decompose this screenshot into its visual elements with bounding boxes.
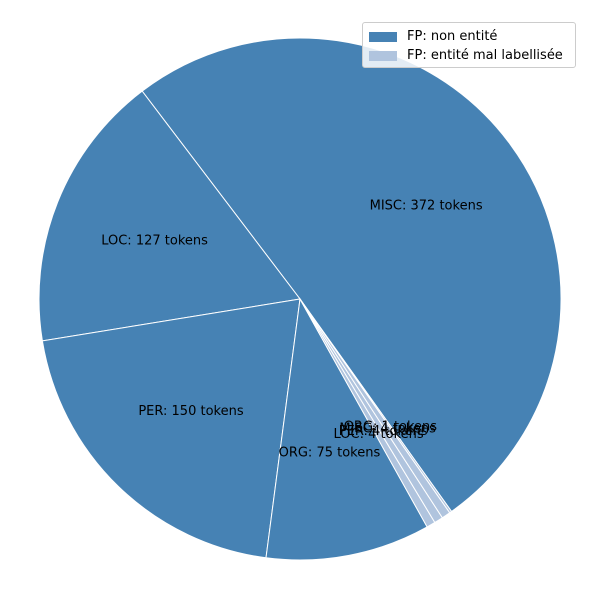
legend-label-mislabelled: FP: entité mal labellisée — [407, 48, 563, 63]
slice-label-loc-4: LOC: 4 tokens — [334, 427, 424, 442]
slice-label-misc-0: MISC: 372 tokens — [370, 199, 483, 214]
slice-label-org-3: ORG: 75 tokens — [279, 445, 381, 460]
legend-label-non-entity: FP: non entité — [407, 29, 498, 44]
pie-slice-per-2 — [41, 298, 301, 559]
slice-label-org-7: ORG: 1 tokens — [344, 419, 438, 434]
legend-swatch-non-entity — [369, 31, 397, 42]
legend-item-mislabelled: FP: entité mal labellisée — [369, 46, 569, 65]
pie-slice-loc-1 — [38, 90, 301, 342]
pie-slice-misc-0 — [141, 37, 562, 513]
legend-item-non-entity: FP: non entité — [369, 27, 569, 46]
legend: FP: non entité FP: entité mal labellisée — [362, 22, 576, 68]
pie-slice-org-7 — [299, 298, 453, 514]
slice-label-misc-6: MISC: 4 tokens — [339, 421, 436, 436]
slice-label-per-5: PER: 4 tokens — [339, 424, 428, 439]
slice-label-per-2: PER: 150 tokens — [138, 404, 243, 419]
legend-swatch-mislabelled — [369, 50, 397, 61]
pie-slice-org-3 — [265, 297, 428, 561]
slice-label-loc-1: LOC: 127 tokens — [101, 233, 208, 248]
